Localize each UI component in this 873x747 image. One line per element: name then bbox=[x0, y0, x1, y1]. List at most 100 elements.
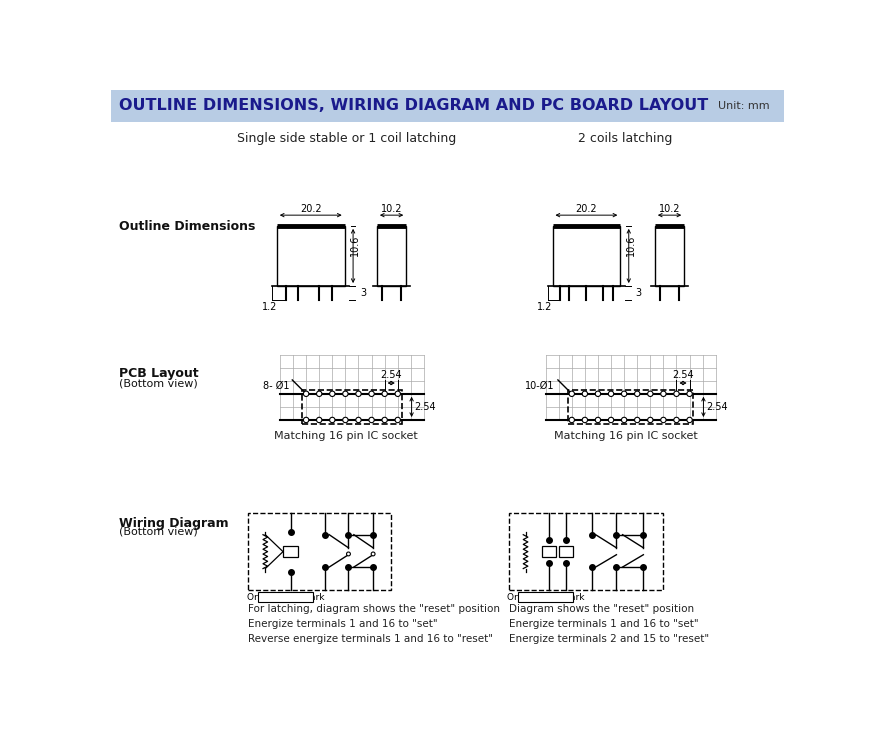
Circle shape bbox=[395, 418, 401, 423]
Circle shape bbox=[582, 391, 588, 397]
Text: 2.54: 2.54 bbox=[381, 370, 402, 380]
Text: +: + bbox=[545, 535, 553, 545]
Circle shape bbox=[356, 391, 361, 397]
Text: 1: 1 bbox=[288, 515, 294, 525]
Circle shape bbox=[582, 418, 588, 423]
Text: Orientation mark: Orientation mark bbox=[507, 592, 584, 601]
Circle shape bbox=[622, 391, 627, 397]
Circle shape bbox=[304, 418, 309, 423]
Circle shape bbox=[635, 418, 640, 423]
Text: 6: 6 bbox=[346, 515, 352, 525]
Circle shape bbox=[661, 391, 666, 397]
Circle shape bbox=[317, 418, 322, 423]
Text: 3: 3 bbox=[360, 288, 366, 298]
Circle shape bbox=[330, 391, 335, 397]
Text: 13: 13 bbox=[320, 576, 332, 586]
Text: Matching 16 pin IC socket: Matching 16 pin IC socket bbox=[274, 431, 418, 441]
Text: 6: 6 bbox=[614, 515, 620, 525]
Circle shape bbox=[608, 418, 614, 423]
Text: 9: 9 bbox=[370, 576, 376, 586]
Circle shape bbox=[395, 391, 401, 397]
Bar bbox=[302, 390, 402, 424]
Text: 2.54: 2.54 bbox=[672, 370, 694, 380]
Circle shape bbox=[330, 418, 335, 423]
Circle shape bbox=[648, 391, 653, 397]
Circle shape bbox=[347, 552, 350, 556]
Text: 16: 16 bbox=[542, 576, 555, 586]
Bar bbox=[283, 546, 299, 557]
Text: Matching 16 pin IC socket: Matching 16 pin IC socket bbox=[553, 431, 698, 441]
Circle shape bbox=[569, 418, 574, 423]
Text: 1.2: 1.2 bbox=[537, 302, 553, 312]
Circle shape bbox=[569, 391, 574, 397]
Bar bbox=[553, 226, 621, 286]
Text: 11: 11 bbox=[610, 576, 622, 586]
Text: 8: 8 bbox=[640, 515, 646, 525]
Text: 2.54: 2.54 bbox=[415, 402, 436, 412]
Circle shape bbox=[687, 391, 692, 397]
Text: 4: 4 bbox=[322, 515, 328, 525]
Circle shape bbox=[661, 418, 666, 423]
Bar bbox=[542, 546, 555, 557]
Bar bbox=[248, 513, 391, 590]
Bar bbox=[258, 592, 313, 603]
Circle shape bbox=[317, 391, 322, 397]
Text: 2: 2 bbox=[563, 515, 569, 525]
Circle shape bbox=[382, 391, 388, 397]
Circle shape bbox=[648, 418, 653, 423]
Text: Orientation mark: Orientation mark bbox=[246, 592, 324, 601]
Text: Unit: mm: Unit: mm bbox=[718, 101, 770, 111]
Text: 4: 4 bbox=[588, 515, 595, 525]
Text: For latching, diagram shows the "reset" position
Energize terminals 1 and 16 to : For latching, diagram shows the "reset" … bbox=[248, 604, 500, 644]
Bar bbox=[112, 90, 784, 122]
Circle shape bbox=[635, 391, 640, 397]
Bar bbox=[518, 592, 574, 603]
Circle shape bbox=[595, 391, 601, 397]
Text: +: + bbox=[514, 518, 525, 532]
Text: (Bottom view): (Bottom view) bbox=[119, 379, 198, 388]
Circle shape bbox=[674, 418, 679, 423]
Text: 20.2: 20.2 bbox=[575, 204, 597, 214]
Text: 16: 16 bbox=[285, 576, 297, 586]
Circle shape bbox=[382, 418, 388, 423]
Text: Diagram shows the "reset" position
Energize terminals 1 and 16 to "set"
Energize: Diagram shows the "reset" position Energ… bbox=[509, 604, 709, 644]
Circle shape bbox=[369, 418, 375, 423]
Bar bbox=[655, 226, 684, 286]
Text: (Bottom view): (Bottom view) bbox=[119, 527, 198, 537]
Text: 10.6: 10.6 bbox=[626, 235, 636, 256]
Bar bbox=[509, 513, 663, 590]
Text: −: − bbox=[562, 559, 570, 568]
Circle shape bbox=[369, 391, 375, 397]
Text: 10.2: 10.2 bbox=[381, 204, 402, 214]
Text: 8: 8 bbox=[370, 515, 376, 525]
Circle shape bbox=[356, 418, 361, 423]
Text: +: + bbox=[254, 518, 265, 532]
Circle shape bbox=[674, 391, 679, 397]
Circle shape bbox=[608, 391, 614, 397]
Circle shape bbox=[343, 418, 348, 423]
Text: 15: 15 bbox=[560, 576, 573, 586]
Text: −: − bbox=[545, 559, 553, 568]
Text: 20.2: 20.2 bbox=[300, 204, 321, 214]
Text: 10.6: 10.6 bbox=[350, 235, 361, 256]
Text: 9: 9 bbox=[640, 576, 646, 586]
Text: 8- Ø1: 8- Ø1 bbox=[263, 381, 289, 391]
Text: 10-Ø1: 10-Ø1 bbox=[526, 381, 555, 391]
Text: −: − bbox=[514, 571, 525, 585]
Bar bbox=[560, 546, 574, 557]
Text: 11: 11 bbox=[342, 576, 354, 586]
Text: OUTLINE DIMENSIONS, WIRING DIAGRAM AND PC BOARD LAYOUT: OUTLINE DIMENSIONS, WIRING DIAGRAM AND P… bbox=[119, 99, 708, 114]
Circle shape bbox=[304, 391, 309, 397]
Text: 10.2: 10.2 bbox=[659, 204, 680, 214]
Text: 2 coils latching: 2 coils latching bbox=[579, 131, 673, 145]
Circle shape bbox=[343, 391, 348, 397]
Circle shape bbox=[595, 418, 601, 423]
Circle shape bbox=[687, 418, 692, 423]
Text: Single side stable or 1 coil latching: Single side stable or 1 coil latching bbox=[237, 131, 456, 145]
Text: +: + bbox=[562, 535, 570, 545]
Text: 1.2: 1.2 bbox=[262, 302, 277, 312]
Bar bbox=[377, 226, 406, 286]
Text: 1: 1 bbox=[546, 515, 552, 525]
Circle shape bbox=[371, 552, 375, 556]
Text: Outline Dimensions: Outline Dimensions bbox=[119, 220, 256, 233]
